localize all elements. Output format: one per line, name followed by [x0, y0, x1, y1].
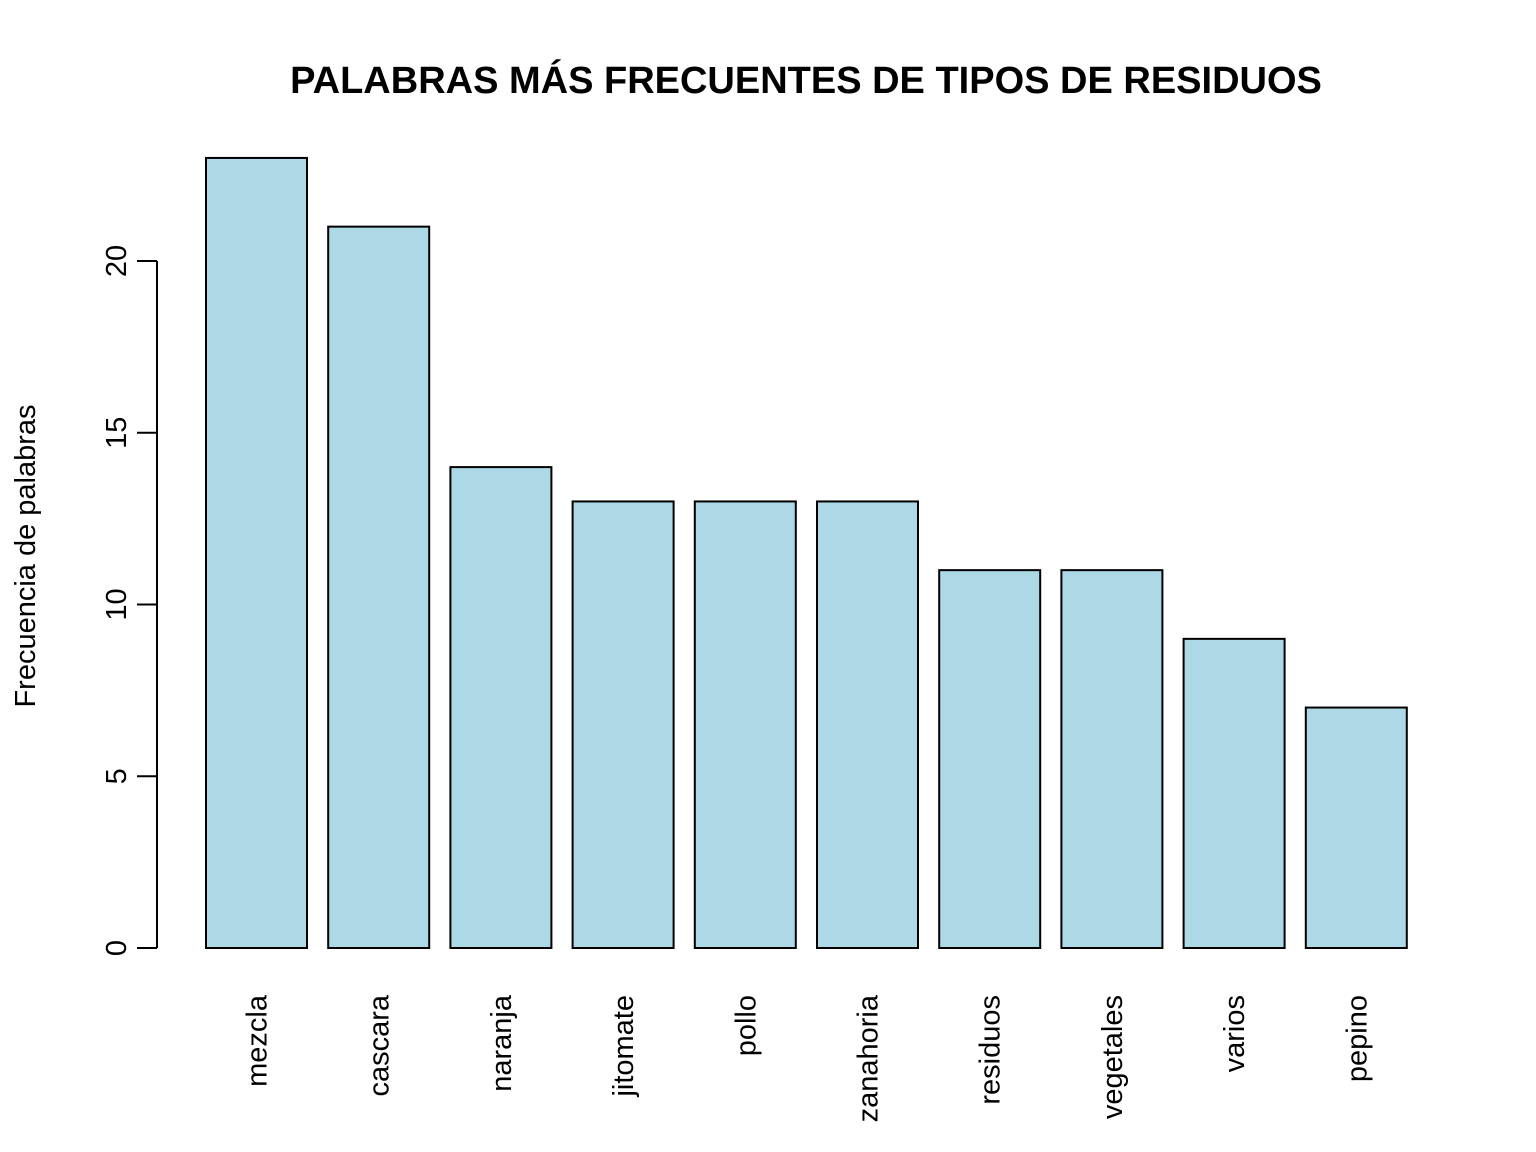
- bar-varios: [1182, 637, 1286, 949]
- bar-naranja: [449, 466, 553, 949]
- x-tick-label: pepino: [1341, 995, 1373, 1082]
- x-tick-label: mezcla: [242, 994, 274, 1087]
- y-tick-label: 15: [101, 417, 133, 449]
- x-tick-label: naranja: [486, 994, 518, 1092]
- bar-pepino: [1304, 706, 1408, 949]
- x-tick-label: residuos: [975, 995, 1007, 1105]
- x-tick-label: jitomate: [608, 995, 640, 1098]
- y-tick-label: 5: [101, 768, 133, 784]
- x-tick-label: pollo: [730, 995, 762, 1056]
- bar-zanahoria: [816, 500, 919, 949]
- chart-title: PALABRAS MÁS FRECUENTES DE TIPOS DE RESI…: [290, 58, 1322, 102]
- y-tick-label: 0: [101, 940, 133, 956]
- y-axis: 0 5 10 15 20: [101, 245, 158, 956]
- bars-group: [205, 156, 1408, 950]
- x-tick-label: varios: [1219, 995, 1251, 1072]
- bar-mezcla: [205, 156, 308, 949]
- y-tick-label: 20: [101, 245, 133, 277]
- x-tick-label: vegetales: [1097, 995, 1129, 1119]
- bar-vegetales: [1060, 569, 1164, 950]
- x-tick-label: zanahoria: [853, 994, 885, 1122]
- bar-residuos: [938, 569, 1042, 950]
- bar-jitomate: [571, 500, 675, 949]
- y-tick-label: 10: [101, 588, 133, 620]
- bar-pollo: [693, 500, 797, 949]
- y-axis-label: Frecuencia de palabras: [10, 404, 42, 707]
- x-tick-labels: mezcla cascara naranja jitomate pollo zanahor…: [242, 994, 1374, 1122]
- x-tick-label: cascara: [364, 994, 396, 1096]
- bar-cascara: [327, 225, 431, 949]
